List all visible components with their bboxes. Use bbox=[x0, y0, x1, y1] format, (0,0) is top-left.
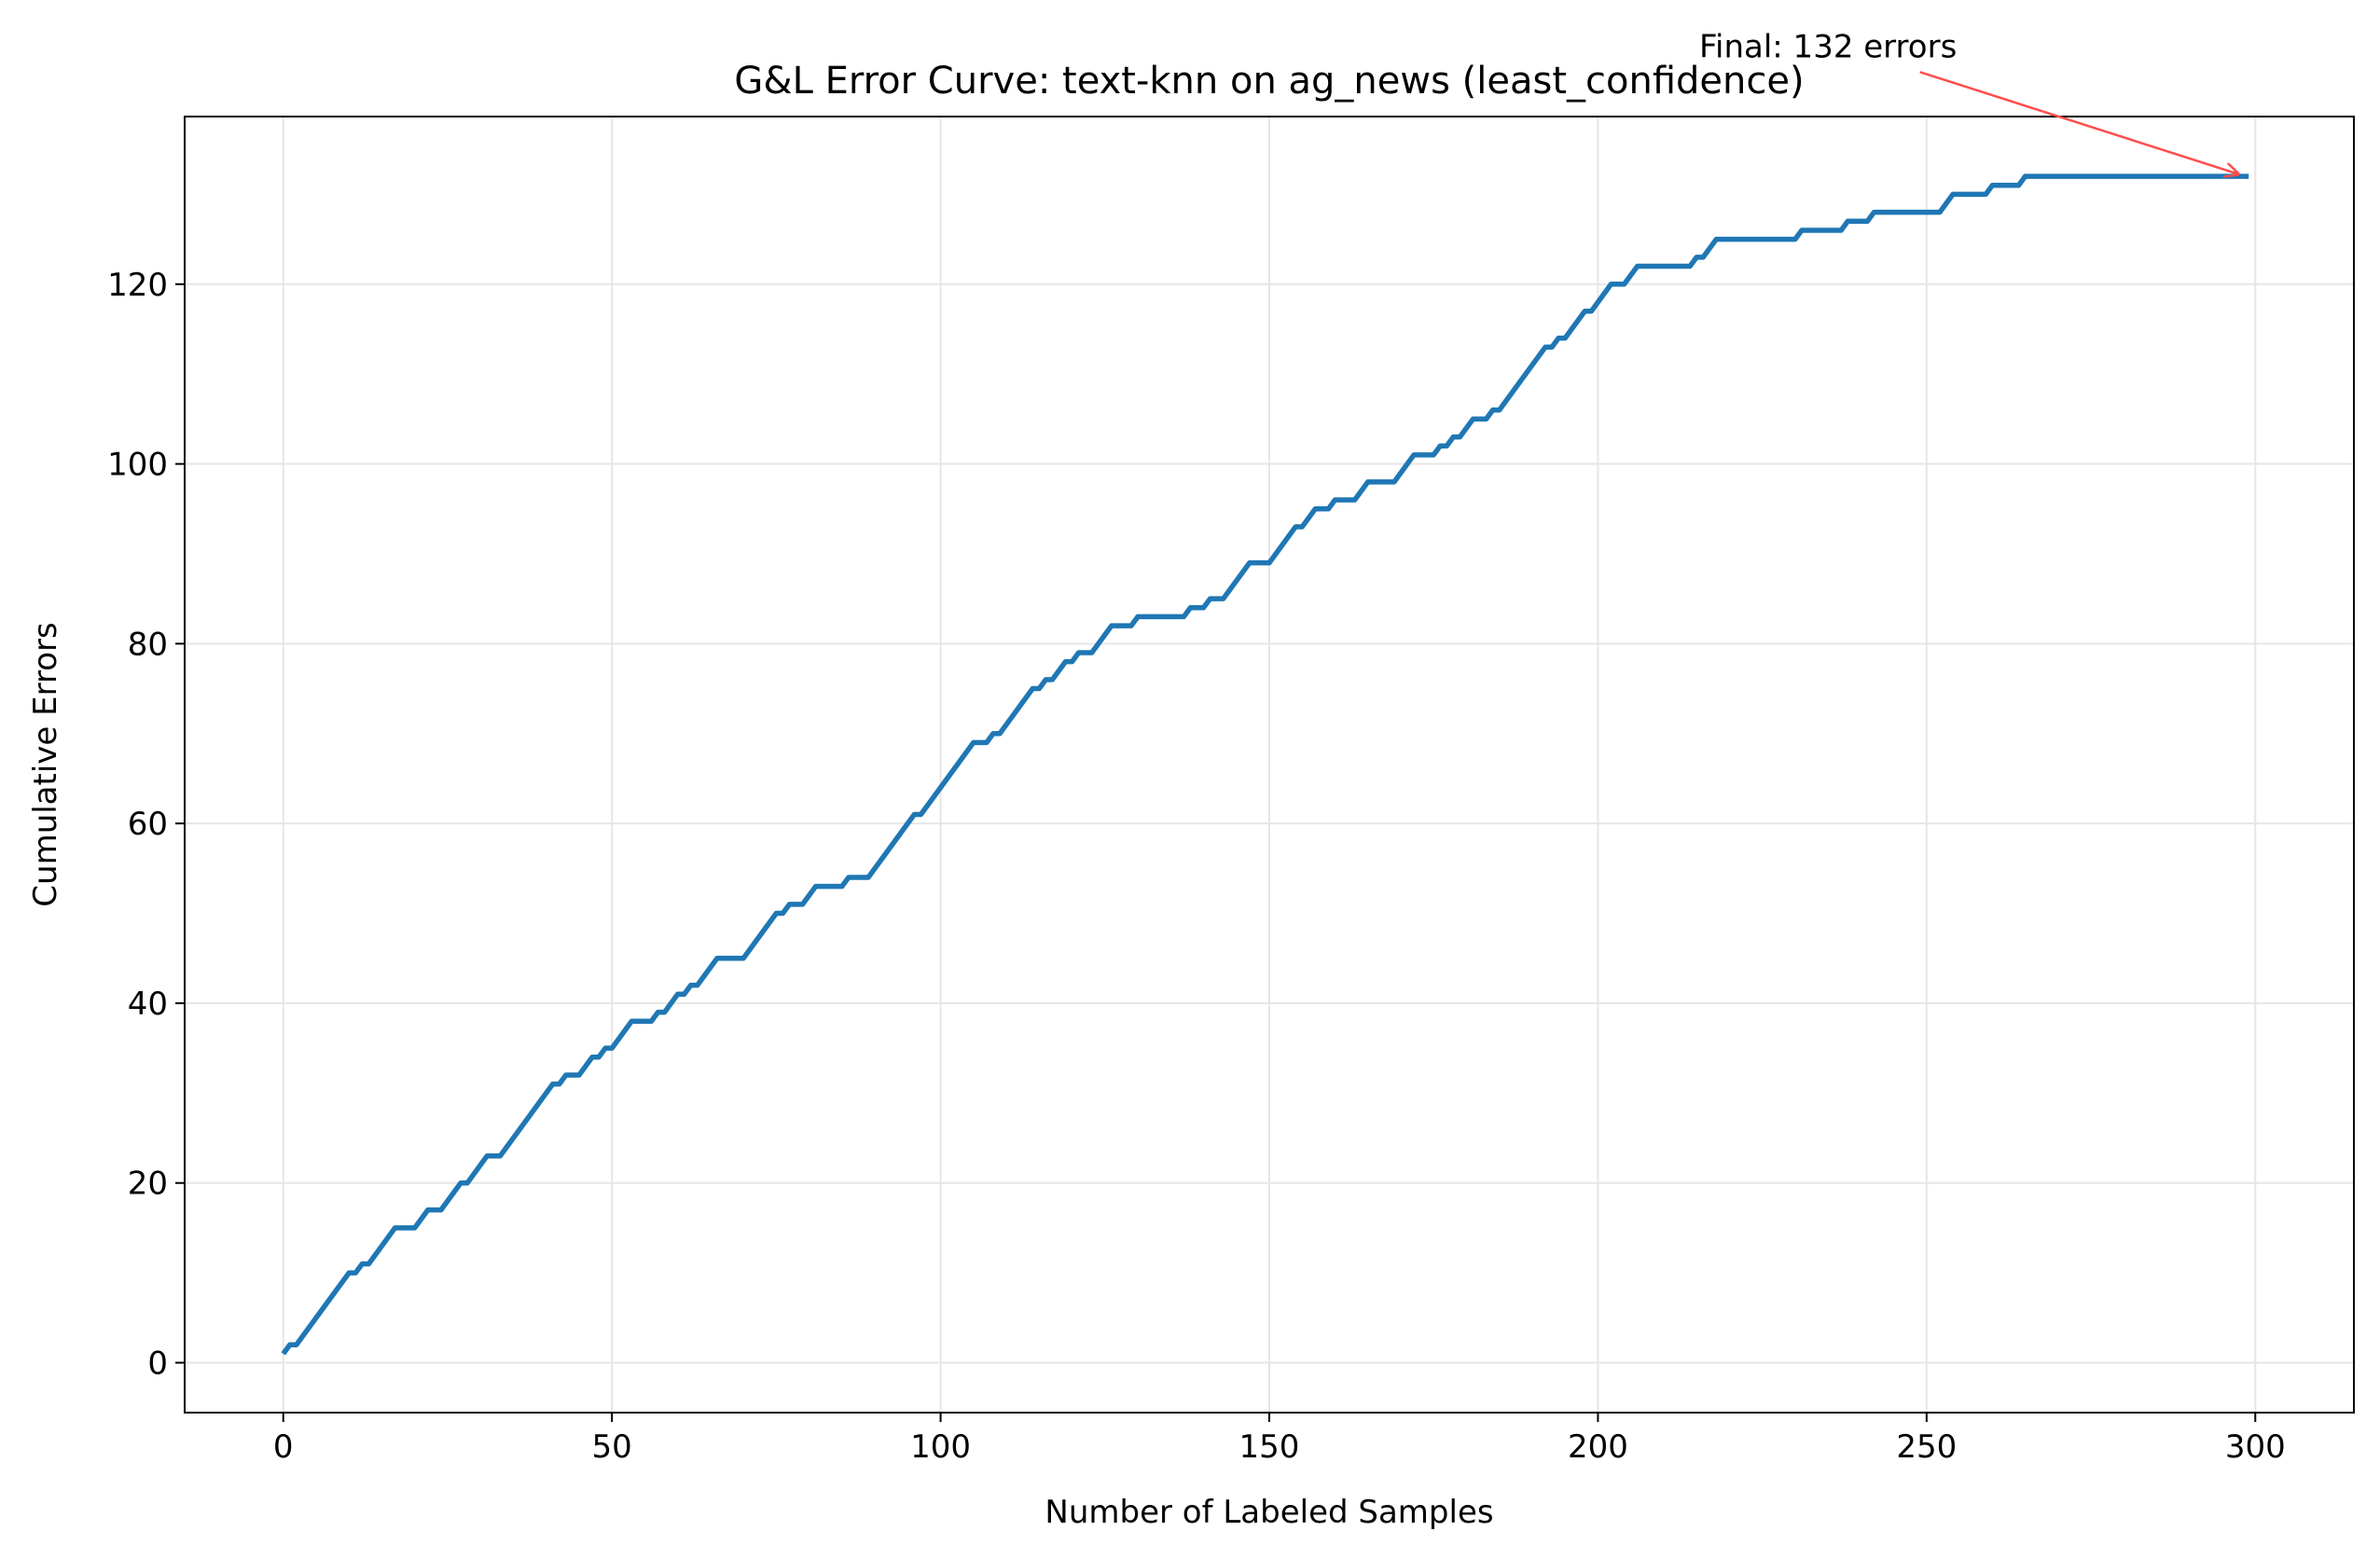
y-tick-label: 80 bbox=[128, 626, 168, 663]
grid-lines bbox=[185, 117, 2354, 1413]
y-tick-label: 120 bbox=[107, 267, 168, 304]
x-tick-label: 100 bbox=[910, 1428, 971, 1466]
x-tick-label: 250 bbox=[1896, 1428, 1957, 1466]
x-tick-label: 300 bbox=[2225, 1428, 2286, 1466]
y-tick-label: 40 bbox=[128, 986, 168, 1023]
annotation-text: Final: 132 errors bbox=[1699, 28, 1957, 65]
x-tick-label: 200 bbox=[1568, 1428, 1628, 1466]
x-tick-label: 150 bbox=[1239, 1428, 1300, 1466]
series-line bbox=[281, 173, 2249, 1356]
y-tick-label: 0 bbox=[147, 1345, 168, 1383]
x-tick-label: 50 bbox=[592, 1428, 632, 1466]
y-tick-label: 20 bbox=[128, 1166, 168, 1203]
chart-title: G&L Error Curve: text-knn on ag_news (le… bbox=[734, 60, 1804, 103]
data-series bbox=[281, 173, 2249, 1356]
y-axis-label: Cumulative Errors bbox=[27, 622, 64, 906]
x-axis-label: Number of Labeled Samples bbox=[1045, 1494, 1493, 1531]
y-tick-label: 100 bbox=[107, 447, 168, 484]
axis-ticks: 0 50 100 150 200 250 300 0 20 40 60 80 100 120 bbox=[107, 267, 2286, 1466]
annotation-arrow bbox=[1919, 71, 2239, 174]
x-tick-label: 0 bbox=[273, 1428, 294, 1466]
y-tick-label: 60 bbox=[128, 806, 168, 843]
